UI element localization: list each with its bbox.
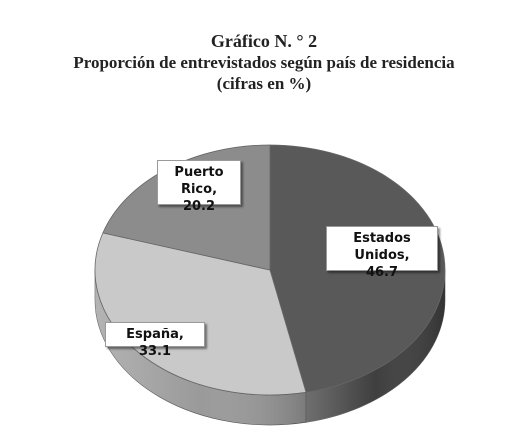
- chart-title: Gráfico N. ° 2: [210, 31, 318, 51]
- data-label-espana-text: España, 33.1: [126, 327, 184, 359]
- chart-units-note: (cifras en %): [216, 74, 312, 93]
- data-label-estados-unidos-name: Estados Unidos,: [353, 231, 411, 263]
- data-label-puerto-rico-name: Puerto Rico,: [174, 165, 224, 197]
- data-label-puerto-rico: Puerto Rico, 20.2: [157, 160, 241, 214]
- chart-subtitle: Proporción de entrevistados según país d…: [73, 53, 455, 72]
- chart-title-block: Gráfico N. ° 2 Proporción de entrevistad…: [0, 30, 528, 94]
- data-label-espana: España, 33.1: [105, 322, 205, 359]
- slice-side-shade-estados-unidos: [306, 270, 445, 423]
- data-label-estados-unidos: Estados Unidos, 46.7: [326, 226, 438, 280]
- slice-side-shade-espana: [95, 270, 307, 425]
- data-label-puerto-rico-value: 20.2: [182, 199, 216, 214]
- slice-espana: [94, 232, 307, 396]
- data-label-estados-unidos-value: 46.7: [365, 265, 399, 280]
